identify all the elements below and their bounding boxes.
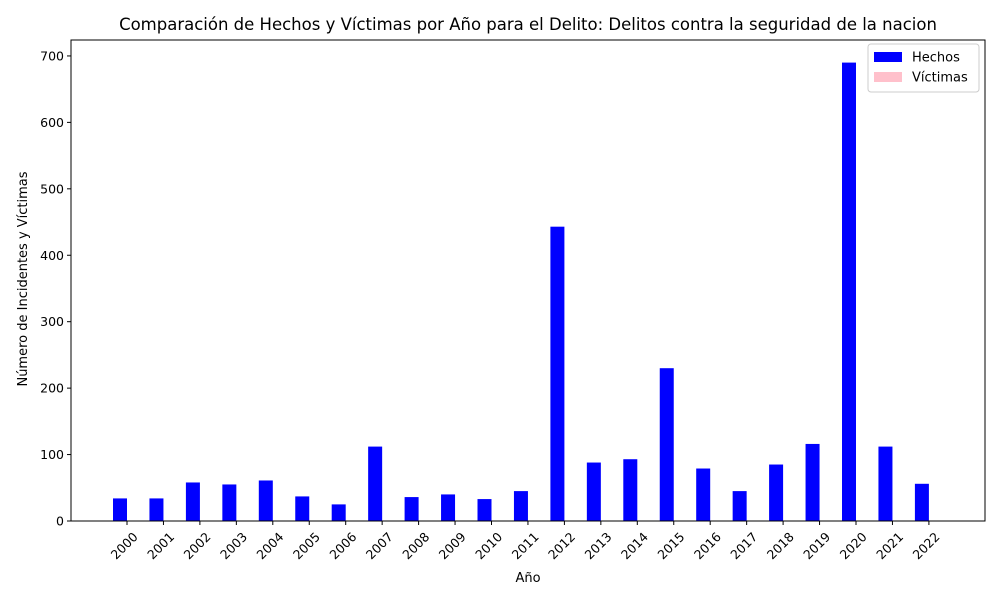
bar-hechos-2015	[659, 368, 674, 521]
x-tick-label-2012: 2012	[545, 529, 578, 562]
plot-area	[70, 39, 986, 522]
x-tick-label-2009: 2009	[436, 529, 469, 562]
y-tick-label-600: 600	[40, 115, 64, 130]
bar-hechos-2016	[696, 468, 711, 521]
y-tick-label-0: 0	[56, 514, 64, 529]
x-tick-label-2008: 2008	[399, 529, 432, 562]
bar-hechos-2011	[513, 491, 528, 521]
x-tick-label-2019: 2019	[800, 529, 833, 562]
y-axis-title: Número de Incidentes y Víctimas	[16, 171, 31, 386]
y-tick-label-500: 500	[40, 181, 64, 196]
bar-hechos-2010	[477, 499, 492, 521]
y-axis: 0 100 200 300 400 500 600 700	[40, 48, 71, 529]
bar-hechos-2013	[586, 462, 601, 521]
x-tick-label-2020: 2020	[837, 529, 870, 562]
x-tick-label-2022: 2022	[910, 529, 943, 562]
x-tick-label-2007: 2007	[363, 529, 396, 562]
bar-hechos-2003	[222, 484, 237, 521]
bar-hechos-2007	[368, 446, 383, 521]
x-tick-label-2001: 2001	[144, 529, 177, 562]
bar-hechos-2022	[914, 483, 929, 521]
legend-label-victimas: Víctimas	[912, 71, 968, 86]
x-tick-label-2004: 2004	[253, 529, 286, 562]
legend: Hechos Víctimas	[867, 43, 980, 93]
x-tick-label-2014: 2014	[618, 529, 651, 562]
bar-hechos-2008	[404, 497, 419, 521]
bar-hechos-2020	[842, 62, 856, 521]
x-tick-label-2017: 2017	[727, 529, 760, 562]
legend-swatch-hechos	[874, 52, 902, 62]
legend-swatch-victimas	[874, 72, 902, 82]
bar-hechos-2018	[769, 464, 784, 521]
bar-hechos-2014	[623, 459, 638, 521]
bar-hechos-2019	[805, 443, 820, 521]
y-tick-label-700: 700	[40, 48, 64, 63]
bar-hechos-2012	[550, 226, 565, 521]
bar-hechos-2001	[149, 498, 164, 521]
x-tick-label-2003: 2003	[217, 529, 250, 562]
x-tick-label-2018: 2018	[764, 529, 797, 562]
x-tick-label-2013: 2013	[581, 529, 614, 562]
legend-label-hechos: Hechos	[912, 51, 960, 66]
x-tick-label-2021: 2021	[873, 529, 906, 562]
x-tick-label-2006: 2006	[326, 529, 359, 562]
x-axis-title: Año	[515, 571, 540, 586]
x-tick-label-2000: 2000	[108, 529, 141, 562]
bar-hechos-2000	[113, 498, 127, 521]
chart-title: Comparación de Hechos y Víctimas por Año…	[119, 15, 937, 34]
bar-hechos-2002	[185, 482, 200, 521]
y-tick-label-300: 300	[40, 314, 64, 329]
bar-hechos-2017	[732, 491, 747, 521]
x-tick-label-2015: 2015	[654, 529, 687, 562]
y-tick-label-100: 100	[40, 447, 64, 462]
bar-hechos-2021	[878, 446, 893, 521]
x-tick-label-2011: 2011	[509, 529, 542, 562]
x-tick-label-2016: 2016	[691, 529, 724, 562]
bar-hechos-2006	[331, 504, 346, 521]
x-tick-label-2002: 2002	[181, 529, 214, 562]
x-axis: 2000 2001 2002 2003 2004 2005 2006 2007 2008 2009…	[108, 521, 943, 562]
x-tick-label-2010: 2010	[472, 529, 505, 562]
y-tick-label-400: 400	[40, 248, 64, 263]
bar-hechos-2009	[441, 494, 456, 521]
bar-hechos-2004	[258, 480, 273, 521]
x-tick-label-2005: 2005	[290, 529, 323, 562]
y-tick-label-200: 200	[40, 381, 64, 396]
bar-hechos-2005	[295, 496, 310, 521]
